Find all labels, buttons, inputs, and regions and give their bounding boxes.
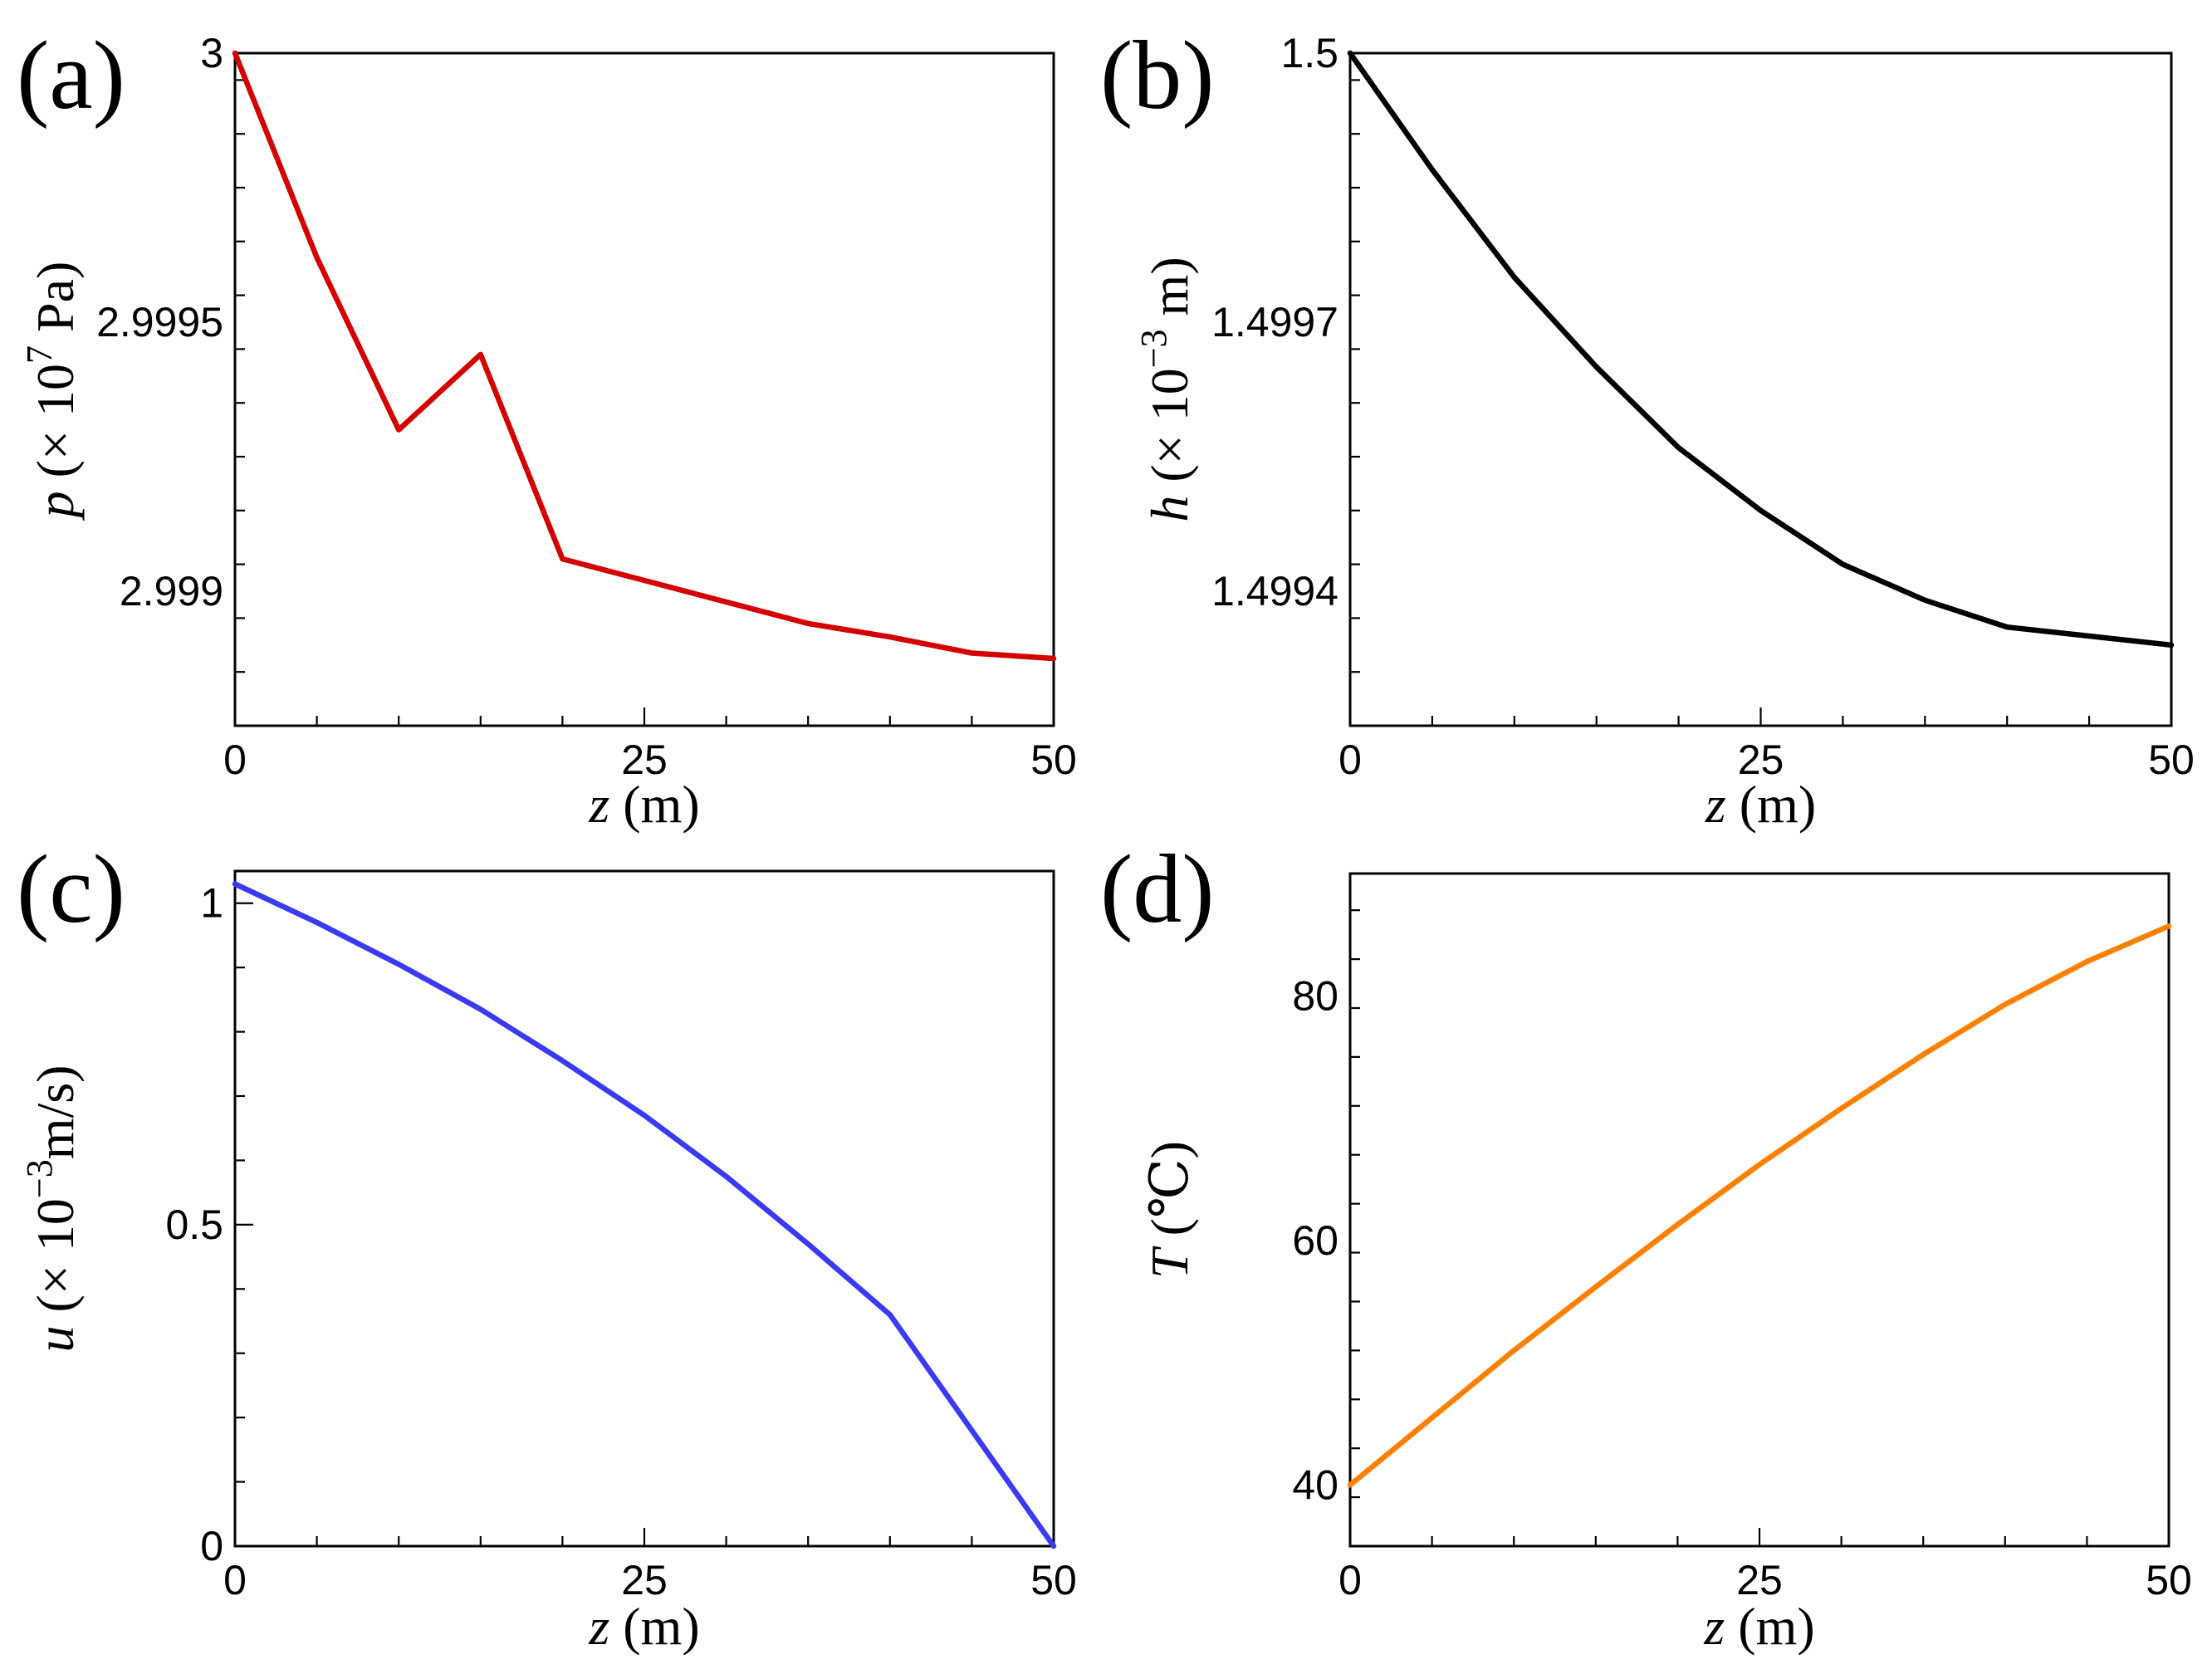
x-tick-label: 0	[1338, 1557, 1362, 1603]
chart-panel-2: (b) 0 25 50 1.5 1.4997 1.4994 z (m) h (× 10−3 m)	[1100, 21, 2195, 834]
plot-frame	[1348, 872, 2170, 1548]
y-tick-label: 1.4997	[1211, 299, 1338, 345]
x-axis-title: z (m)	[588, 775, 699, 834]
y-axis-title: h (× 10−3 m)	[1133, 257, 1199, 521]
y-tick-label: 40	[1292, 1461, 1338, 1508]
x-axis-title: z (m)	[1703, 1597, 1814, 1656]
y-tick-label: 0	[200, 1523, 223, 1569]
chart-panel-4: (d) 0 25 50 40 60 80 z (m) T (℃)	[1100, 835, 2192, 1656]
series-line-p	[232, 50, 1057, 662]
panel-label: (b)	[1100, 21, 1215, 130]
x-tick-label: 0	[223, 1557, 247, 1603]
x-tick-label: 0	[1338, 737, 1362, 783]
panel-label: (d)	[1100, 835, 1215, 943]
y-tick-label: 2.9995	[96, 299, 223, 345]
x-axis-title: z (m)	[1705, 775, 1816, 834]
y-tick-label: 3	[200, 30, 223, 76]
x-tick-label: 50	[1030, 1557, 1077, 1603]
x-tick-label: 25	[621, 737, 668, 783]
series-line-h	[1347, 50, 2175, 649]
y-tick-label: 1.4994	[1211, 568, 1338, 614]
x-tick-label: 50	[2146, 1557, 2192, 1603]
x-tick-label: 0	[223, 737, 247, 783]
y-axis-title: u (× 10−3m/s)	[19, 1065, 85, 1352]
series-line-u	[232, 881, 1057, 1549]
x-axis-title: z (m)	[588, 1597, 699, 1656]
chart-panel-1: (a) 0 25 50 3 2.9995 2.999 z (m) p (× 107 Pa)	[17, 21, 1077, 834]
x-tick-label: 50	[1030, 737, 1077, 783]
panel-label: (c)	[17, 835, 125, 943]
x-tick-label: 25	[621, 1557, 668, 1603]
x-tick-label: 25	[1736, 1557, 1783, 1603]
plot-frame	[233, 869, 1055, 1548]
y-tick-label: 2.999	[120, 568, 223, 614]
panel-label: (a)	[17, 21, 125, 130]
y-tick-label: 1	[200, 880, 223, 927]
plot-frame	[1348, 51, 2173, 727]
y-tick-label: 80	[1292, 972, 1338, 1019]
series-line-T	[1347, 923, 2172, 1488]
y-tick-label: 0.5	[165, 1202, 223, 1248]
chart-panel-3: (c) 0 25 50 0 0.5 1 z (m) u (× 10−3m/s)	[17, 835, 1077, 1656]
plot-frame	[233, 51, 1055, 727]
y-axis-title: T (℃)	[1140, 1141, 1199, 1279]
y-axis-title: p (× 107 Pa)	[19, 262, 85, 521]
y-tick-label: 1.5	[1280, 30, 1338, 76]
x-tick-label: 25	[1738, 737, 1784, 783]
x-tick-label: 50	[2148, 737, 2195, 783]
y-tick-label: 60	[1292, 1217, 1338, 1264]
